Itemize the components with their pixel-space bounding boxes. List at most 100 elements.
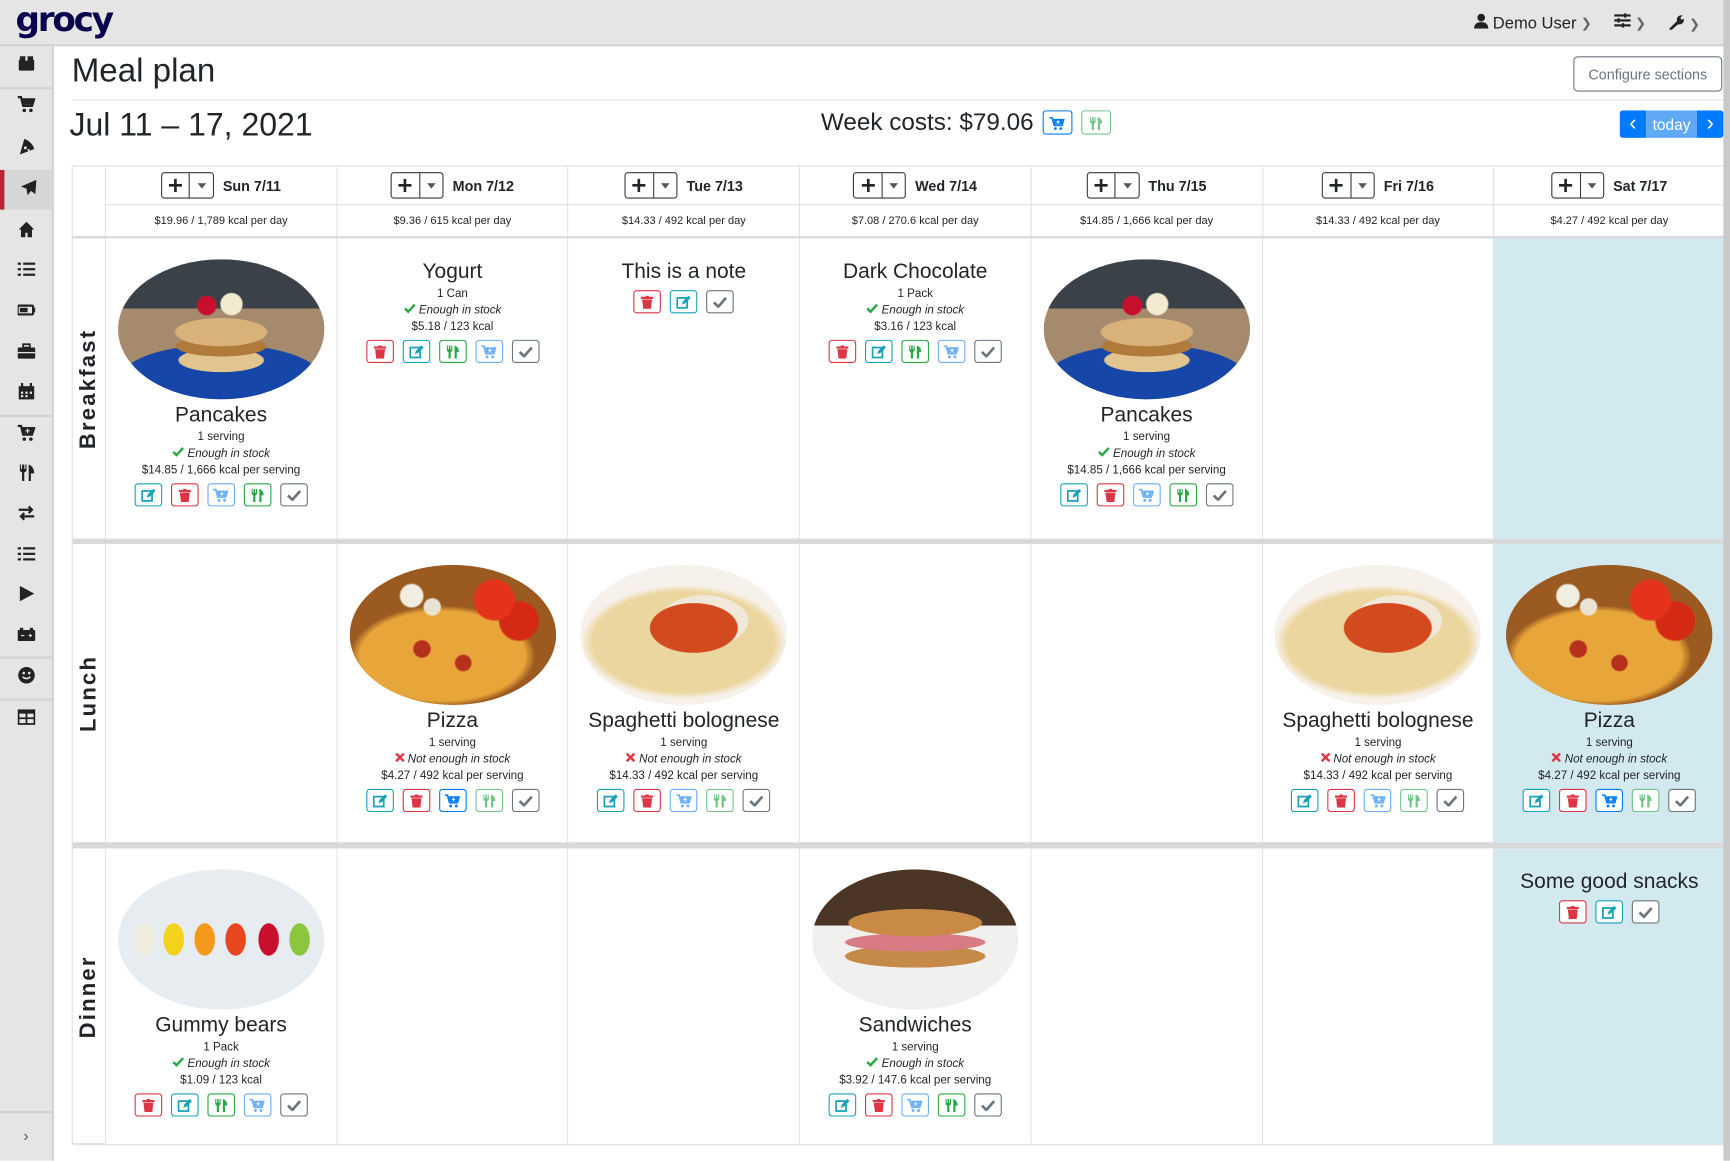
- mark-done-button[interactable]: [1668, 788, 1696, 813]
- add-entry-dropdown-toggle[interactable]: [883, 173, 906, 197]
- add-entry-dropdown-toggle[interactable]: [190, 173, 213, 197]
- add-entry-dropdown-toggle[interactable]: [1581, 173, 1604, 197]
- add-to-shopping-list-button[interactable]: [475, 339, 503, 363]
- sidebar-item-transfer[interactable]: [0, 495, 52, 535]
- spaghetti-image[interactable]: [1274, 564, 1482, 706]
- edit-button[interactable]: [1291, 788, 1319, 813]
- edit-button[interactable]: [864, 339, 893, 363]
- edit-button[interactable]: [1059, 483, 1088, 507]
- settings-menu[interactable]: ❯: [1614, 13, 1646, 32]
- add-entry-button[interactable]: [392, 173, 421, 198]
- add-entry-button[interactable]: [1552, 173, 1581, 198]
- mark-done-button[interactable]: [280, 1093, 308, 1117]
- delete-button[interactable]: [1327, 788, 1356, 813]
- delete-button[interactable]: [864, 1093, 893, 1117]
- sidebar-item-quick-consume[interactable]: [0, 576, 52, 616]
- add-entry-button[interactable]: [1323, 173, 1352, 198]
- mark-done-button[interactable]: [280, 483, 308, 507]
- pizza-image[interactable]: [1506, 564, 1713, 706]
- add-to-shopping-list-button[interactable]: [1132, 483, 1161, 507]
- sandwich-image[interactable]: [812, 869, 1019, 1010]
- add-entry-dropdown-toggle[interactable]: [1351, 173, 1374, 197]
- add-to-shopping-list-button[interactable]: [1595, 788, 1624, 813]
- sidebar-item-calendar[interactable]: [0, 374, 52, 414]
- edit-button[interactable]: [828, 1093, 857, 1117]
- edit-button[interactable]: [134, 483, 163, 507]
- delete-button[interactable]: [633, 788, 662, 813]
- sidebar-item-chores[interactable]: [0, 212, 52, 252]
- mark-done-button[interactable]: [511, 339, 540, 363]
- add-week-to-shopping-list-button[interactable]: [1042, 110, 1073, 135]
- mark-done-button[interactable]: [1631, 900, 1660, 924]
- add-to-shopping-list-button[interactable]: [207, 483, 235, 507]
- delete-button[interactable]: [1559, 900, 1587, 924]
- pizza-image[interactable]: [349, 564, 556, 706]
- consume-button[interactable]: [243, 483, 272, 507]
- configure-sections-button[interactable]: Configure sections: [1573, 56, 1723, 92]
- add-to-shopping-list-button[interactable]: [670, 788, 698, 813]
- edit-button[interactable]: [1595, 900, 1624, 924]
- sidebar-expand-toggle[interactable]: ›: [23, 1126, 29, 1145]
- edit-button[interactable]: [670, 290, 698, 314]
- add-to-shopping-list-button[interactable]: [1364, 788, 1392, 813]
- delete-button[interactable]: [1096, 483, 1124, 507]
- consume-button[interactable]: [475, 788, 503, 813]
- next-week-button[interactable]: ›: [1696, 110, 1724, 138]
- spaghetti-image[interactable]: [580, 564, 787, 706]
- pancakes-image[interactable]: [117, 259, 325, 400]
- pancakes-image[interactable]: [1043, 259, 1250, 400]
- sidebar-item-userfields[interactable]: [0, 700, 52, 740]
- mark-done-button[interactable]: [974, 1093, 1002, 1117]
- sidebar-item-consume[interactable]: [0, 456, 52, 496]
- mark-done-button[interactable]: [742, 788, 771, 813]
- consume-button[interactable]: [1631, 788, 1660, 813]
- sidebar-item-shopping-list[interactable]: [0, 87, 52, 127]
- consume-button[interactable]: [1169, 483, 1197, 507]
- add-to-shopping-list-button[interactable]: [243, 1093, 272, 1117]
- delete-button[interactable]: [828, 339, 857, 363]
- edit-button[interactable]: [170, 1093, 199, 1117]
- delete-button[interactable]: [365, 339, 394, 363]
- scrollbar[interactable]: [1723, 0, 1730, 1161]
- today-button[interactable]: today: [1646, 110, 1697, 138]
- sidebar-item-inventory[interactable]: [0, 536, 52, 576]
- mark-done-button[interactable]: [1205, 483, 1234, 507]
- add-to-shopping-list-button[interactable]: [901, 1093, 929, 1117]
- sidebar-item-equipment[interactable]: [0, 333, 52, 373]
- sidebar-item-tasks[interactable]: [0, 252, 52, 292]
- delete-button[interactable]: [1559, 788, 1587, 813]
- add-entry-dropdown-toggle[interactable]: [654, 173, 677, 197]
- mark-done-button[interactable]: [706, 290, 735, 314]
- sidebar-item-stock-overview[interactable]: [0, 46, 52, 86]
- edit-button[interactable]: [597, 788, 625, 813]
- sidebar-item-batteries[interactable]: [0, 292, 52, 332]
- add-to-shopping-list-button[interactable]: [937, 339, 966, 363]
- sidebar-item-battery-charge[interactable]: [0, 617, 52, 657]
- consume-button[interactable]: [901, 339, 929, 363]
- add-entry-dropdown-toggle[interactable]: [1116, 173, 1139, 197]
- edit-button[interactable]: [402, 339, 430, 363]
- edit-button[interactable]: [365, 788, 394, 813]
- mark-done-button[interactable]: [1436, 788, 1465, 813]
- gummy-image[interactable]: [117, 869, 325, 1010]
- tools-menu[interactable]: ❯: [1668, 13, 1700, 34]
- mark-done-button[interactable]: [974, 339, 1002, 363]
- sidebar-item-user-entity[interactable]: [0, 658, 52, 698]
- grocy-logo[interactable]: grocy: [15, 0, 114, 40]
- consume-button[interactable]: [1400, 788, 1429, 813]
- delete-button[interactable]: [170, 483, 199, 507]
- edit-button[interactable]: [1522, 788, 1551, 813]
- add-entry-button[interactable]: [162, 173, 191, 198]
- add-entry-button[interactable]: [626, 173, 654, 198]
- delete-button[interactable]: [633, 290, 662, 314]
- add-entry-button[interactable]: [854, 173, 883, 198]
- add-to-shopping-list-button[interactable]: [438, 788, 467, 813]
- add-entry-button[interactable]: [1088, 173, 1116, 198]
- sidebar-item-meal-plan[interactable]: [0, 169, 52, 210]
- prev-week-button[interactable]: ‹: [1619, 110, 1647, 138]
- consume-button[interactable]: [937, 1093, 966, 1117]
- consume-button[interactable]: [438, 339, 467, 363]
- mark-done-button[interactable]: [511, 788, 540, 813]
- delete-button[interactable]: [134, 1093, 163, 1117]
- add-entry-dropdown-toggle[interactable]: [420, 173, 443, 197]
